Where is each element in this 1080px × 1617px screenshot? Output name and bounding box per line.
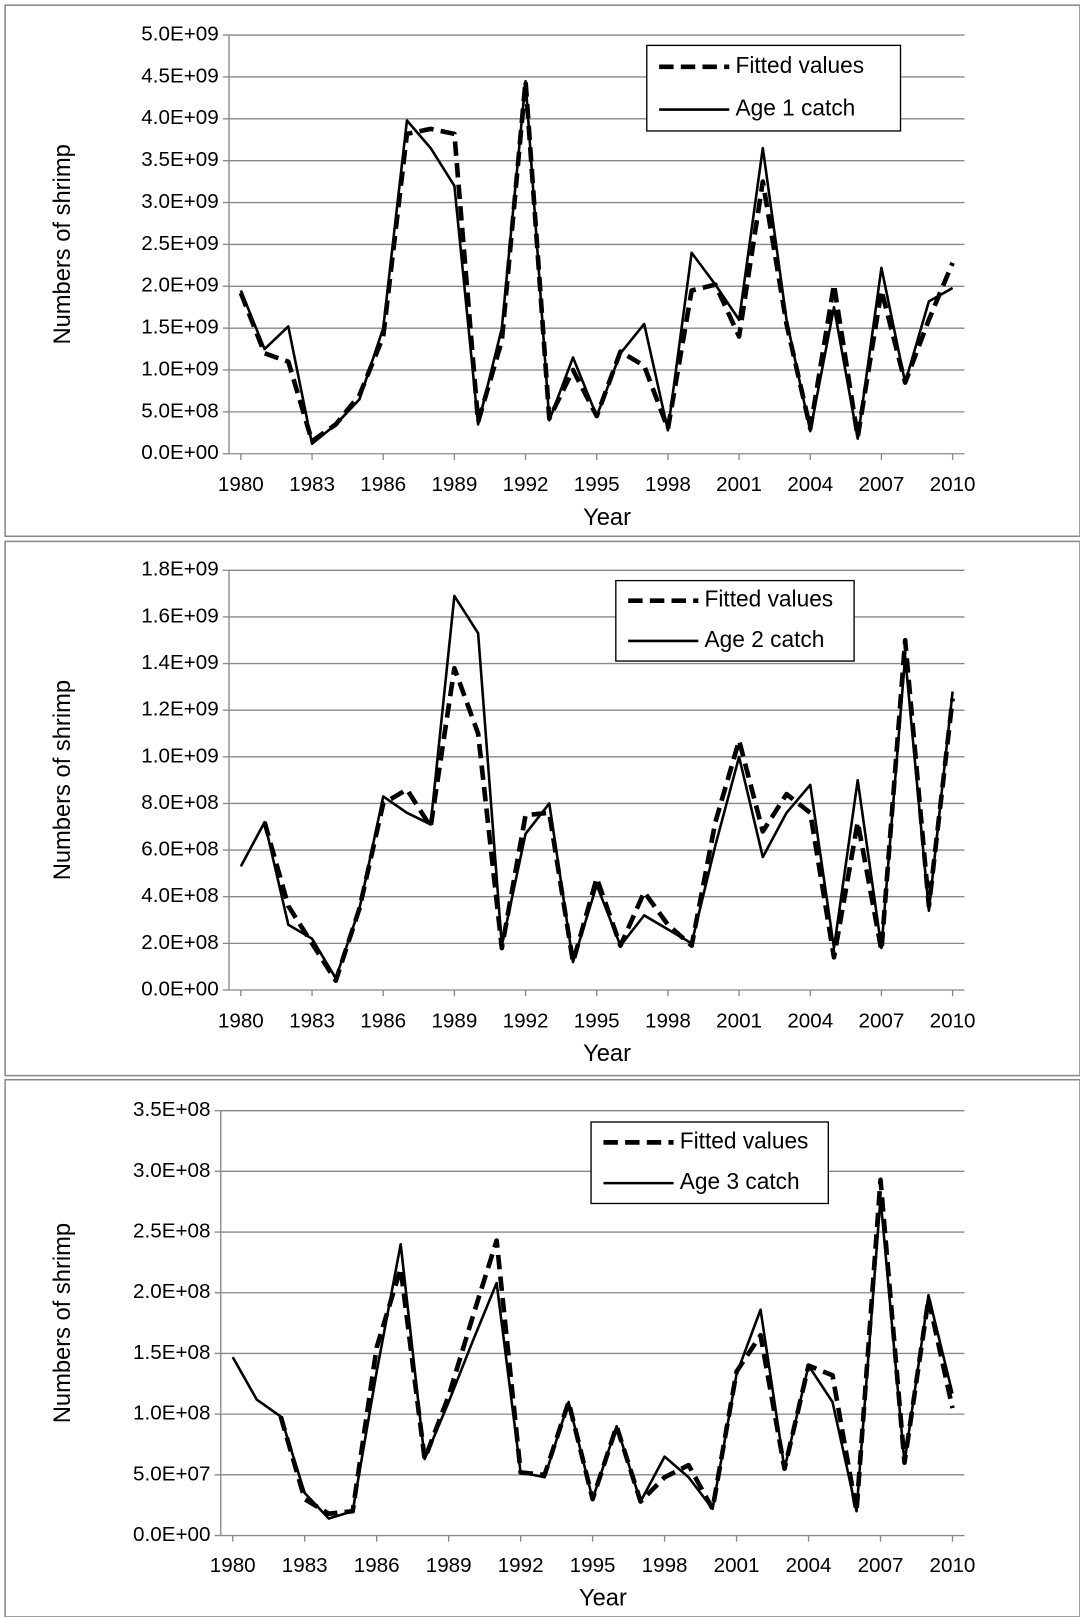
legend-label: Fitted values [735, 52, 864, 78]
y-tick-label: 2.0E+09 [141, 274, 218, 297]
legend-label: Age 3 catch [680, 1168, 800, 1194]
x-tick-label: 1980 [218, 1009, 264, 1032]
series-line [239, 594, 954, 980]
y-tick-label: 8.0E+08 [141, 791, 218, 814]
series-line [278, 1177, 955, 1516]
x-tick-label: 1986 [360, 1009, 406, 1032]
x-tick-label: 1989 [426, 1554, 472, 1577]
y-tick-label: 1.5E+08 [133, 1341, 210, 1364]
x-tick-label: 2001 [716, 473, 762, 496]
x-tick-label: 2001 [716, 1009, 762, 1032]
y-tick-label: 2.5E+09 [141, 232, 218, 255]
y-tick-label: 1.0E+09 [141, 357, 218, 380]
y-tick-label: 3.0E+08 [133, 1159, 210, 1182]
x-tick-label: 1992 [498, 1554, 544, 1577]
y-tick-label: 1.5E+09 [141, 316, 218, 339]
y-tick-label: 4.0E+08 [141, 884, 218, 907]
y-tick-label: 1.0E+08 [133, 1402, 210, 1425]
y-tick-label: 0.0E+00 [141, 977, 218, 1000]
x-tick-label: 2004 [787, 473, 833, 496]
y-tick-label: 2.5E+08 [133, 1220, 210, 1243]
x-tick-label: 2004 [787, 1009, 833, 1032]
y-tick-label: 1.2E+09 [141, 698, 218, 721]
series-line [231, 1196, 954, 1520]
legend-box [615, 579, 855, 662]
series-line [262, 637, 955, 983]
x-tick-label: 1986 [360, 473, 406, 496]
y-tick-label: 2.0E+08 [141, 931, 218, 954]
y-axis-label: Numbers of shrimp [50, 144, 76, 344]
x-tick-label: 1995 [574, 473, 620, 496]
y-tick-label: 1.8E+09 [141, 558, 218, 581]
x-axis-label: Year [583, 505, 631, 531]
x-tick-label: 1980 [218, 473, 264, 496]
y-axis-label: Numbers of shrimp [50, 680, 76, 880]
x-tick-label: 1998 [645, 473, 691, 496]
y-tick-label: 5.0E+09 [141, 23, 218, 46]
y-tick-label: 6.0E+08 [141, 838, 218, 861]
y-tick-label: 1.0E+09 [141, 744, 218, 767]
x-tick-label: 2007 [858, 1554, 904, 1577]
x-tick-label: 1998 [645, 1009, 691, 1032]
x-tick-label: 1980 [210, 1554, 256, 1577]
x-tick-label: 2001 [714, 1554, 760, 1577]
x-tick-label: 1983 [282, 1554, 328, 1577]
series-line [238, 78, 955, 444]
legend-label: Fitted values [705, 586, 834, 612]
x-tick-label: 2007 [859, 473, 905, 496]
x-tick-label: 2010 [930, 473, 976, 496]
x-tick-label: 1989 [431, 1009, 477, 1032]
x-tick-label: 1983 [289, 1009, 335, 1032]
panel-border [4, 4, 1080, 538]
x-tick-label: 1995 [574, 1009, 620, 1032]
y-tick-label: 5.0E+07 [133, 1462, 210, 1485]
x-tick-label: 1983 [289, 473, 335, 496]
y-tick-label: 3.0E+09 [141, 190, 218, 213]
y-tick-label: 5.0E+08 [141, 399, 218, 422]
y-tick-label: 1.4E+09 [141, 651, 218, 674]
y-tick-label: 3.5E+08 [133, 1098, 210, 1121]
legend-label: Age 2 catch [705, 626, 825, 652]
legend-box [646, 44, 902, 132]
y-axis-label: Numbers of shrimp [50, 1223, 76, 1423]
x-tick-label: 1998 [642, 1554, 688, 1577]
x-tick-label: 2010 [930, 1554, 976, 1577]
y-tick-label: 2.0E+08 [133, 1280, 210, 1303]
series-line [239, 79, 954, 445]
x-tick-label: 1986 [354, 1554, 400, 1577]
legend-box [590, 1121, 829, 1205]
x-tick-label: 1992 [503, 1009, 549, 1032]
y-tick-label: 0.0E+00 [141, 441, 218, 464]
x-tick-label: 2010 [930, 1009, 976, 1032]
legend-label: Age 1 catch [735, 95, 855, 121]
y-tick-label: 0.0E+00 [133, 1523, 210, 1546]
x-tick-label: 1992 [503, 473, 549, 496]
panel-border [4, 1078, 1080, 1617]
x-axis-label: Year [579, 1586, 627, 1612]
legend-label: Fitted values [680, 1127, 809, 1153]
y-tick-label: 4.5E+09 [141, 64, 218, 87]
x-tick-label: 1995 [570, 1554, 616, 1577]
y-tick-label: 1.6E+09 [141, 604, 218, 627]
panel-border [4, 540, 1080, 1077]
y-tick-label: 3.5E+09 [141, 148, 218, 171]
x-tick-label: 2004 [786, 1554, 832, 1577]
x-axis-label: Year [583, 1041, 631, 1067]
x-tick-label: 2007 [859, 1009, 905, 1032]
y-tick-label: 4.0E+09 [141, 106, 218, 129]
x-tick-label: 1989 [431, 473, 477, 496]
